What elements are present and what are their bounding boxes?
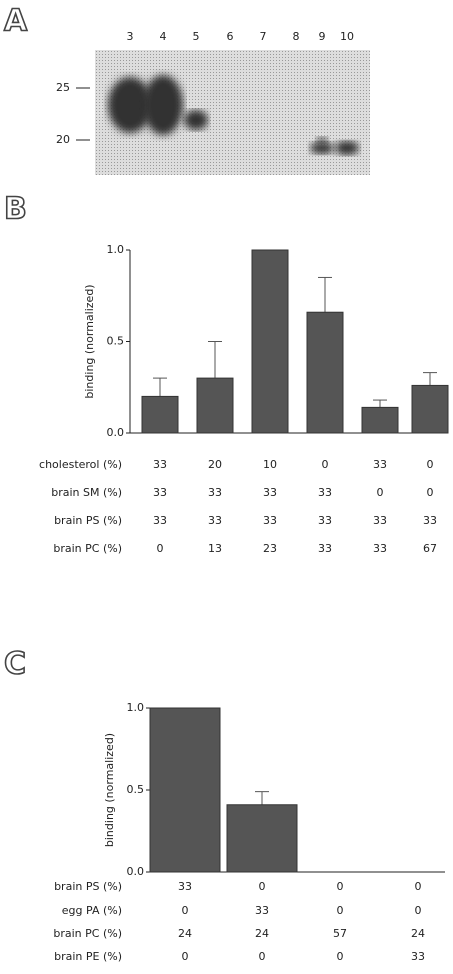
lane-label: 7 — [260, 30, 267, 43]
table-cell: 33 — [373, 542, 387, 555]
y-tick-label: 0.5 — [107, 335, 125, 348]
bar — [142, 396, 178, 433]
figure: A3456789102520B0.00.51.0binding (normali… — [0, 0, 453, 974]
band — [310, 142, 334, 154]
table-cell: 24 — [411, 927, 425, 940]
table-cell: 0 — [427, 458, 434, 471]
bar — [412, 385, 448, 433]
row-label: brain PC (%) — [53, 542, 122, 555]
table-cell: 33 — [373, 458, 387, 471]
table-cell: 24 — [178, 927, 192, 940]
bar — [362, 407, 398, 433]
table-cell: 0 — [259, 950, 266, 963]
table-cell: 0 — [182, 904, 189, 917]
table-cell: 33 — [318, 542, 332, 555]
marker-label: 20 — [56, 133, 70, 146]
table-cell: 0 — [415, 880, 422, 893]
table-cell: 0 — [182, 950, 189, 963]
lane-label: 10 — [340, 30, 354, 43]
table-cell: 33 — [318, 486, 332, 499]
table-cell: 20 — [208, 458, 222, 471]
table-cell: 57 — [333, 927, 347, 940]
table-cell: 33 — [423, 514, 437, 527]
y-axis-label: binding (normalized) — [83, 284, 96, 398]
lane-label: 4 — [160, 30, 167, 43]
row-label: egg PA (%) — [62, 904, 122, 917]
lane-label: 8 — [293, 30, 300, 43]
table-cell: 0 — [337, 950, 344, 963]
table-cell: 0 — [322, 458, 329, 471]
table-cell: 33 — [153, 486, 167, 499]
table-cell: 0 — [157, 542, 164, 555]
table-cell: 33 — [263, 514, 277, 527]
table-cell: 13 — [208, 542, 222, 555]
bar — [252, 250, 288, 433]
table-cell: 0 — [415, 904, 422, 917]
band — [143, 75, 183, 135]
lane-label: 9 — [319, 30, 326, 43]
row-label: cholesterol (%) — [39, 458, 122, 471]
table-cell: 10 — [263, 458, 277, 471]
lane-label: 5 — [193, 30, 200, 43]
panel-label: C — [4, 647, 26, 682]
table-cell: 0 — [427, 486, 434, 499]
row-label: brain PC (%) — [53, 927, 122, 940]
row-label: brain PS (%) — [54, 514, 122, 527]
table-cell: 33 — [411, 950, 425, 963]
y-tick-label: 1.0 — [127, 701, 145, 714]
table-cell: 0 — [337, 880, 344, 893]
table-cell: 67 — [423, 542, 437, 555]
bar — [197, 378, 233, 433]
y-tick-label: 0.0 — [107, 426, 125, 439]
y-tick-label: 1.0 — [107, 243, 125, 256]
table-cell: 33 — [153, 514, 167, 527]
table-cell: 33 — [373, 514, 387, 527]
table-cell: 24 — [255, 927, 269, 940]
bar — [150, 708, 220, 872]
table-cell: 0 — [337, 904, 344, 917]
band — [184, 110, 208, 130]
table-cell: 33 — [208, 486, 222, 499]
lane-label: 6 — [227, 30, 234, 43]
row-label: brain PS (%) — [54, 880, 122, 893]
lane-label: 3 — [127, 30, 134, 43]
row-label: brain SM (%) — [51, 486, 122, 499]
table-cell: 23 — [263, 542, 277, 555]
band — [335, 141, 359, 155]
y-axis-label: binding (normalized) — [103, 733, 116, 847]
table-cell: 0 — [377, 486, 384, 499]
bar — [227, 805, 297, 872]
table-cell: 33 — [208, 514, 222, 527]
table-cell: 0 — [259, 880, 266, 893]
y-tick-label: 0.5 — [127, 783, 145, 796]
bar — [307, 312, 343, 433]
panel-label: B — [4, 192, 27, 227]
panel-label: A — [4, 4, 28, 39]
table-cell: 33 — [178, 880, 192, 893]
marker-label: 25 — [56, 81, 70, 94]
table-cell: 33 — [153, 458, 167, 471]
table-cell: 33 — [263, 486, 277, 499]
row-label: brain PE (%) — [54, 950, 122, 963]
y-tick-label: 0.0 — [127, 865, 145, 878]
table-cell: 33 — [318, 514, 332, 527]
table-cell: 33 — [255, 904, 269, 917]
